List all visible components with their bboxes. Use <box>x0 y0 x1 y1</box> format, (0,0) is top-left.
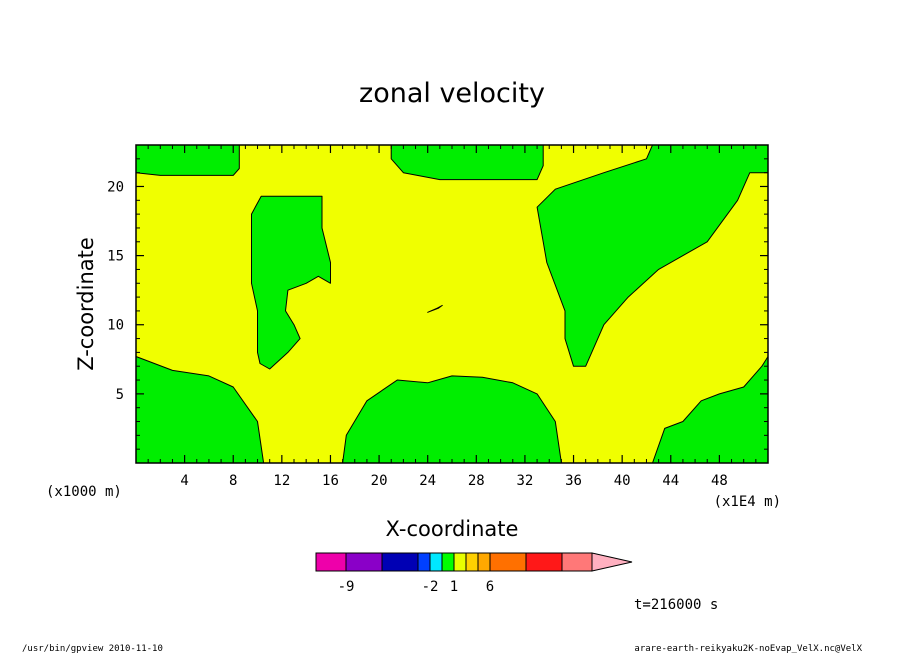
colorbar: -9 -2 1 6 <box>315 552 633 595</box>
colorbar-segment <box>453 552 467 572</box>
colorbar-label: 1 <box>450 579 458 595</box>
x-tick-label: 12 <box>273 473 290 489</box>
colorbar-label: -2 <box>422 579 439 595</box>
y-tick-label: 15 <box>107 249 124 265</box>
y-tick-label: 20 <box>107 179 124 195</box>
colorbar-segment <box>525 552 563 572</box>
colorbar-segment <box>429 552 443 572</box>
x-tick-label: 44 <box>662 473 679 489</box>
y-axis: 5 10 15 20 <box>107 158 768 450</box>
x-axis-label: X-coordinate <box>386 517 519 541</box>
x-unit-left: (x1000 m) <box>46 484 122 500</box>
colorbar-segment <box>345 552 383 572</box>
y-axis-label: Z-coordinate <box>74 237 98 371</box>
colorbar-arrow <box>591 552 633 572</box>
x-tick-label: 24 <box>419 473 436 489</box>
region-negative <box>390 144 544 181</box>
colorbar-label: 6 <box>486 579 494 595</box>
colorbar-label: -9 <box>338 579 355 595</box>
x-tick-label: 40 <box>614 473 631 489</box>
x-tick-label: 20 <box>371 473 388 489</box>
colorbar-segment <box>381 552 419 572</box>
colorbar-segment <box>465 552 479 572</box>
region-negative <box>342 375 562 464</box>
region-negative <box>251 195 331 370</box>
colorbar-segment <box>417 552 431 572</box>
colorbar-segment <box>489 552 527 572</box>
colorbar-segment <box>477 552 491 572</box>
colorbar-segment <box>561 552 593 572</box>
x-tick-label: 48 <box>711 473 728 489</box>
contour-regions <box>135 144 769 464</box>
region-negative <box>135 144 240 176</box>
x-tick-label: 4 <box>180 473 188 489</box>
y-tick-label: 5 <box>116 387 124 403</box>
x-axis: 4 8 12 16 20 24 28 32 36 40 44 48 <box>147 145 757 489</box>
x-tick-label: 16 <box>322 473 339 489</box>
x-tick-label: 8 <box>229 473 237 489</box>
footer-right: arare-earth-reikyaku2K-noEvap_VelX.nc@Ve… <box>634 644 862 654</box>
region-negative <box>536 144 769 367</box>
time-label: t=216000 s <box>634 597 718 613</box>
x-unit-right: (x1E4 m) <box>714 494 781 510</box>
y-tick-label: 10 <box>107 318 124 334</box>
footer-left: /usr/bin/gpview 2010-11-10 <box>22 644 163 654</box>
colorbar-segment <box>315 552 347 572</box>
colorbar-segment <box>441 552 455 572</box>
chart-title: zonal velocity <box>359 78 545 109</box>
x-tick-label: 32 <box>516 473 533 489</box>
x-tick-label: 28 <box>468 473 485 489</box>
x-tick-label: 36 <box>565 473 582 489</box>
region-negative <box>427 304 443 313</box>
